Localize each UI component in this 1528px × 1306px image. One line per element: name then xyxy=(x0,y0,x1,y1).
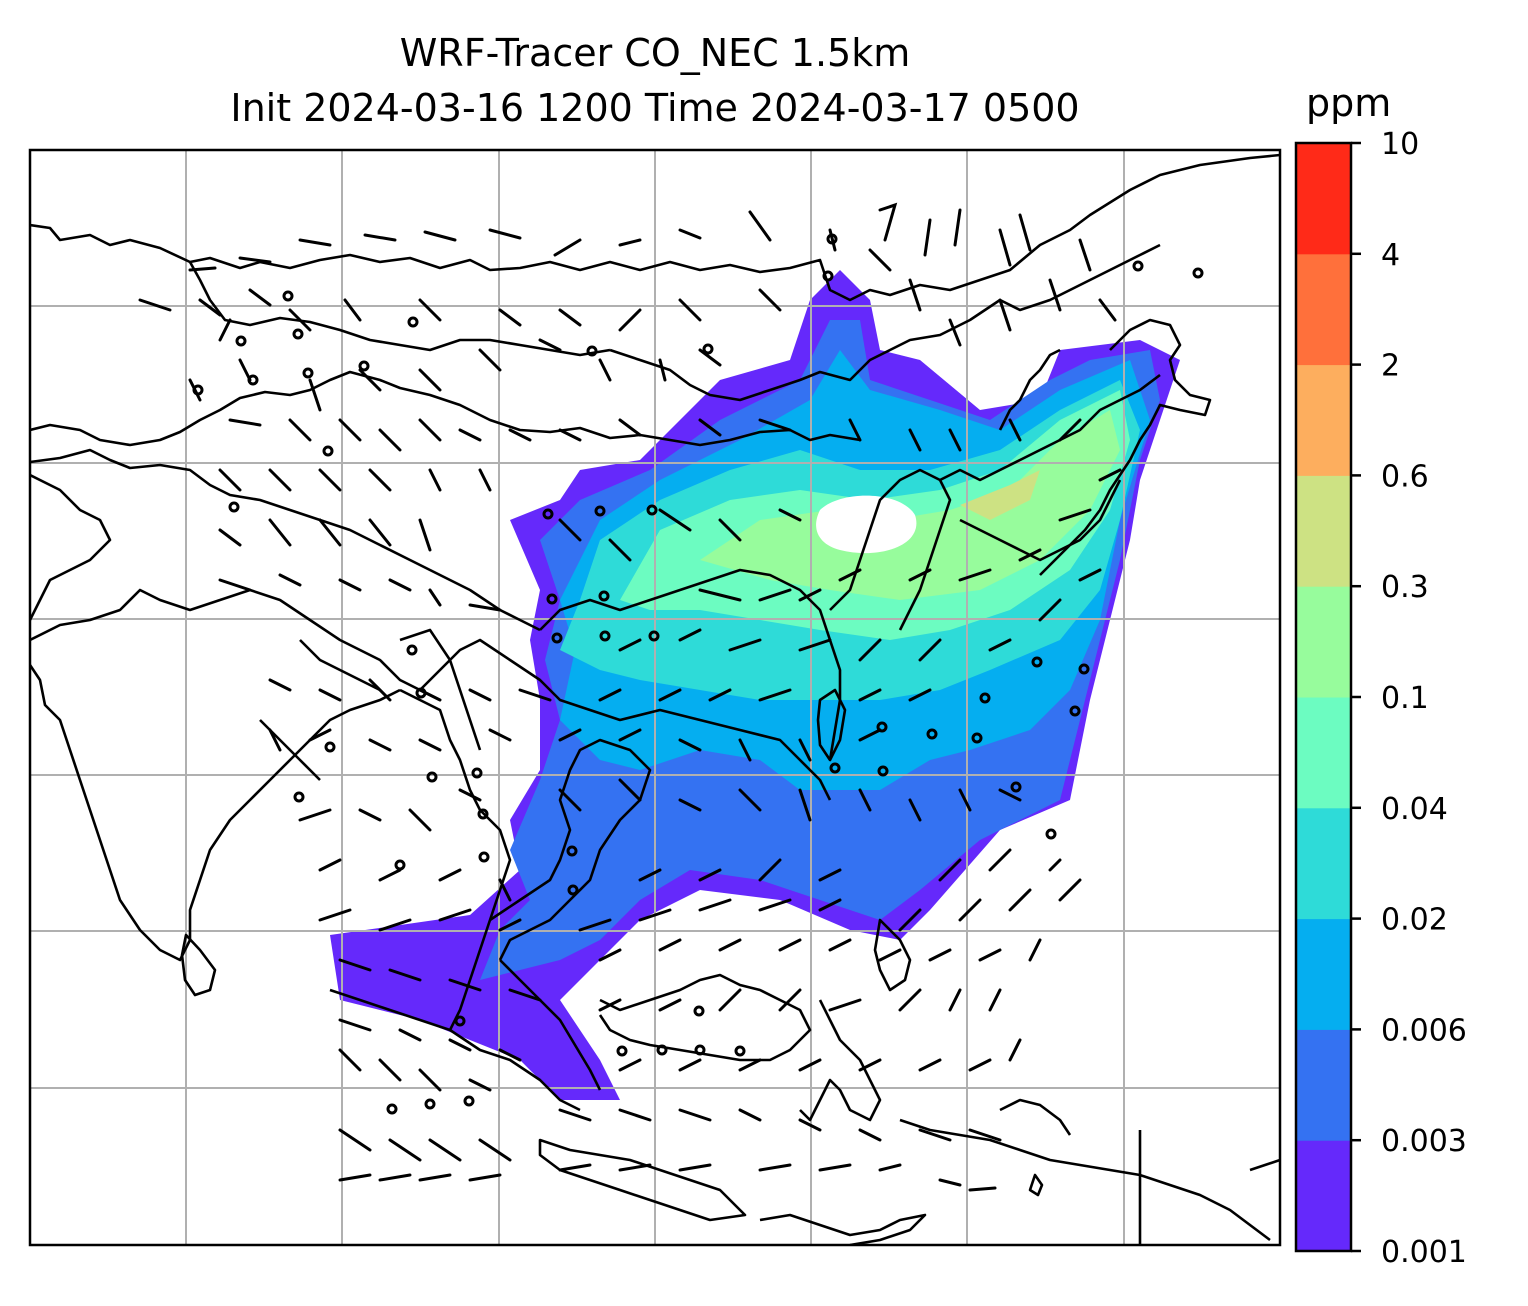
colorbar-tick-label: 0.003 xyxy=(1381,1124,1467,1159)
colorbar-tick-label: 0.04 xyxy=(1381,792,1448,827)
colorbar-tick-label: 0.6 xyxy=(1381,459,1429,494)
colorbar-tick-label: 10 xyxy=(1381,127,1419,162)
colorbar-unit-label: ppm xyxy=(1306,81,1392,125)
colorbar-swatch xyxy=(1296,143,1351,255)
colorbar: 0.001 0.003 0.006 0.02 0.04 0.1 0.3 0.6 2 4 10 xyxy=(1294,127,1467,1270)
map-title-line2: Init 2024-03-16 1200 Time 2024-03-17 050… xyxy=(230,86,1080,130)
map-title-line1: WRF-Tracer CO_NEC 1.5km xyxy=(399,31,911,75)
wind-barbs xyxy=(138,202,1122,1192)
colorbar-tick-label: 0.006 xyxy=(1381,1013,1467,1048)
colorbar-swatch xyxy=(1296,253,1351,366)
map-frame xyxy=(28,148,1282,1247)
colorbar-swatch xyxy=(1296,1140,1351,1252)
colorbar-swatch xyxy=(1296,807,1351,920)
colorbar-swatch xyxy=(1296,586,1351,698)
colorbar-swatch xyxy=(1296,697,1351,809)
colorbar-swatch xyxy=(1296,475,1351,587)
colorbar-swatch xyxy=(1296,364,1351,476)
map-gridlines xyxy=(30,150,1280,1245)
coastlines-and-borders xyxy=(30,153,1280,1245)
colorbar-tick-label: 0.1 xyxy=(1381,681,1429,716)
colorbar-tick-label: 0.3 xyxy=(1381,570,1429,605)
colorbar-swatch xyxy=(1296,1029,1351,1141)
colorbar-tick-label: 2 xyxy=(1381,349,1400,384)
colorbar-tick-label: 0.02 xyxy=(1381,903,1448,938)
tracer-concentration-field xyxy=(330,270,1180,1100)
colorbar-tick-label: 0.001 xyxy=(1381,1235,1467,1270)
colorbar-swatch xyxy=(1296,918,1351,1030)
colorbar-tick-label: 4 xyxy=(1381,238,1400,273)
calm-wind-circles xyxy=(192,233,1204,1115)
